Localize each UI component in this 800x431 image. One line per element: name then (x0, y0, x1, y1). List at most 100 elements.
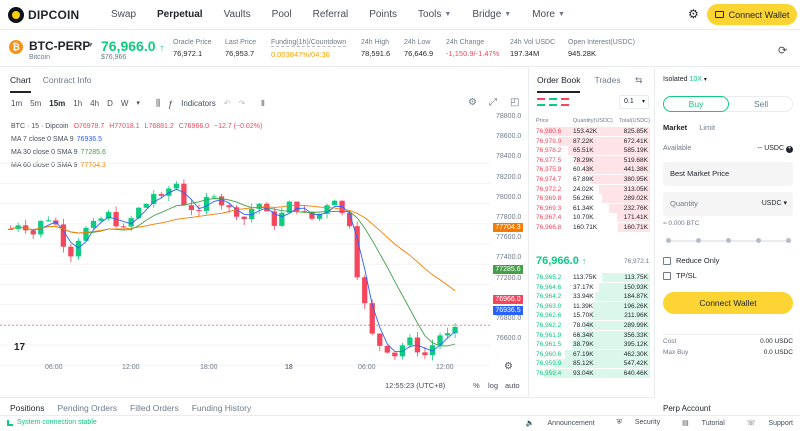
ask-row[interactable]: 76,969.3 61.34K 232.76K (530, 203, 655, 214)
slider-step-dot[interactable] (786, 238, 791, 243)
tab-pending-orders[interactable]: Pending Orders (57, 403, 118, 413)
crosshair-settings-icon[interactable]: ⚙ (504, 361, 513, 372)
price-tick-label: 77200.0 (496, 274, 522, 282)
indicators-icon[interactable]: ƒ (168, 98, 174, 109)
nav-item-tools[interactable]: Tools ▼ (418, 9, 451, 20)
interval-5m[interactable]: 5m (30, 99, 42, 108)
interval-w[interactable]: W (120, 99, 129, 108)
undo-icon[interactable]: ↶ (223, 99, 231, 108)
slider-step-dot[interactable] (696, 238, 701, 243)
redo-icon[interactable]: ↷ (238, 99, 246, 108)
status-link-security[interactable]: ⛨ Security (606, 419, 661, 427)
ask-row[interactable]: 76,978.2 65.51K 585.19K (530, 146, 655, 156)
bid-row[interactable]: 76,962.2 78.04K 289.99K (530, 321, 655, 331)
chevron-down-icon[interactable]: ▾ (136, 100, 140, 107)
bid-row[interactable]: 76,964.2 33.94K 184.87K (530, 292, 655, 302)
tab-limit[interactable]: Limit (699, 123, 716, 132)
bid-row[interactable]: 76,962.6 15.70K 211.96K (530, 311, 655, 321)
fullscreen-icon[interactable]: ⤢ (489, 97, 497, 108)
order-price: 76,963.0 (536, 302, 562, 310)
candle-type-icon[interactable]: ⫼ (155, 98, 161, 108)
ask-row[interactable]: 76,972.2 24.02K 313.05K (530, 184, 655, 195)
logo[interactable]: DIPCOIN (8, 6, 93, 23)
indicators-button[interactable]: Indicators (181, 99, 216, 108)
status-link-announcement[interactable]: 🔈 Announcement (515, 419, 595, 427)
ask-row[interactable]: 76,979.0 87.22K 672.41K (530, 136, 655, 147)
refresh-icon[interactable]: ⟳ (778, 45, 788, 57)
add-funds-icon[interactable]: + (786, 146, 793, 153)
nav-item-swap[interactable]: Swap (111, 9, 136, 20)
ask-row[interactable]: 76,974.7 67.89K 380.95K (530, 175, 655, 185)
caret-down-icon[interactable]: ▼ (87, 42, 94, 49)
reduce-only-checkbox[interactable]: Reduce Only (663, 256, 719, 265)
sell-tab[interactable]: Sell (754, 99, 769, 109)
interval-d[interactable]: D (107, 99, 113, 108)
tab-funding-history[interactable]: Funding History (191, 403, 252, 413)
book-icon: ▤ (682, 420, 691, 427)
candlestick-chart[interactable] (0, 160, 529, 397)
compare-icon[interactable]: ⫴ (261, 98, 265, 108)
tab-order-book[interactable]: Order Book (537, 75, 581, 93)
interval-1h[interactable]: 1h (73, 99, 83, 108)
interval-1m[interactable]: 1m (11, 99, 23, 108)
connect-wallet-submit-button[interactable]: Connect Wallet (663, 292, 793, 314)
price-step-select[interactable]: 0.1 ▾ (619, 95, 649, 109)
slider-step-dot[interactable] (666, 238, 671, 243)
ask-row[interactable]: 76,980.6 153.42K 825.85K (530, 127, 655, 137)
tab-contract-info[interactable]: Contract Info (42, 75, 92, 85)
nav-item-referral[interactable]: Referral (313, 9, 349, 20)
log-scale-toggle[interactable]: log (488, 381, 499, 390)
quantity-slider[interactable] (666, 238, 791, 243)
chart-settings-icon[interactable]: ⚙ (468, 97, 477, 108)
slider-step-dot[interactable] (756, 238, 761, 243)
asks-only-icon[interactable] (561, 98, 569, 106)
slider-step-dot[interactable] (726, 238, 731, 243)
pair-selector[interactable]: BTC-PERP (29, 39, 91, 53)
bids-only-icon[interactable] (549, 98, 557, 106)
auto-scale-toggle[interactable]: auto (505, 381, 520, 390)
ma-legend-row: MA 7 close 0 SMA 9 76936.5 (11, 133, 262, 146)
status-link-tutorial[interactable]: ▤ Tutorial (671, 419, 725, 427)
nav-item-more[interactable]: More ▼ (532, 9, 565, 20)
margin-mode-selector[interactable]: Isolated 10X ▾ (663, 76, 707, 83)
tab-chart[interactable]: Chart (10, 75, 31, 93)
bid-row[interactable]: 76,963.0 11.39K 196.26K (530, 301, 655, 312)
tpsl-checkbox[interactable]: TP/SL (663, 271, 697, 280)
gear-icon[interactable]: ⚙ (688, 7, 699, 21)
swap-icon[interactable]: ⇆ (635, 75, 643, 85)
tab-market[interactable]: Market (663, 123, 688, 132)
buy-tab[interactable]: Buy (663, 96, 729, 112)
ask-row[interactable]: 76,969.8 56.26K 289.02K (530, 194, 655, 204)
camera-icon[interactable]: ◰ (510, 97, 520, 108)
nav-item-points[interactable]: Points (369, 9, 397, 20)
ask-row[interactable]: 76,966.8 160.71K 160.71K (530, 223, 655, 233)
nav-item-perpetual[interactable]: Perpetual (157, 9, 203, 20)
tab-trades[interactable]: Trades (594, 75, 621, 85)
quantity-unit-select[interactable]: USDC ▾ (761, 200, 787, 207)
quantity-input[interactable]: Quantity USDC ▾ (663, 192, 793, 216)
nav-item-vaults[interactable]: Vaults (224, 9, 251, 20)
nav-item-pool[interactable]: Pool (272, 9, 292, 20)
bid-row[interactable]: 76,960.6 67.19K 462.30K (530, 349, 655, 360)
ask-row[interactable]: 76,975.9 60.43K 441.38K (530, 165, 655, 175)
bid-row[interactable]: 76,965.2 113.75K 113.75K (530, 273, 655, 283)
ask-row[interactable]: 76,977.5 78.29K 519.68K (530, 155, 655, 166)
percent-scale-toggle[interactable]: % (473, 381, 480, 390)
bid-row[interactable]: 76,964.6 37.17K 150.93K (530, 282, 655, 293)
status-link-support[interactable]: ☏ Support (736, 419, 793, 427)
bid-row[interactable]: 76,959.4 93.04K 640.46K (530, 369, 655, 379)
interval-15m[interactable]: 15m (49, 99, 66, 108)
ask-row[interactable]: 76,967.4 10.70K 171.41K (530, 213, 655, 223)
interval-4h[interactable]: 4h (90, 99, 100, 108)
price-field[interactable]: Best Market Price (663, 162, 793, 186)
tab-filled-orders[interactable]: Filled Orders (130, 403, 179, 413)
depth-bar (602, 194, 650, 204)
bid-row[interactable]: 76,961.5 38.79K 395.12K (530, 340, 655, 350)
nav-item-bridge[interactable]: Bridge ▼ (472, 9, 511, 20)
tab-positions[interactable]: Positions (10, 403, 45, 413)
bid-row[interactable]: 76,961.9 66.34K 356.33K (530, 330, 655, 341)
both-sides-icon[interactable] (537, 98, 545, 106)
bid-row[interactable]: 76,959.9 85.12K 547.42K (530, 359, 655, 369)
connect-wallet-button[interactable]: Connect Wallet (707, 4, 797, 25)
order-quantity: 33.94K (573, 293, 594, 301)
